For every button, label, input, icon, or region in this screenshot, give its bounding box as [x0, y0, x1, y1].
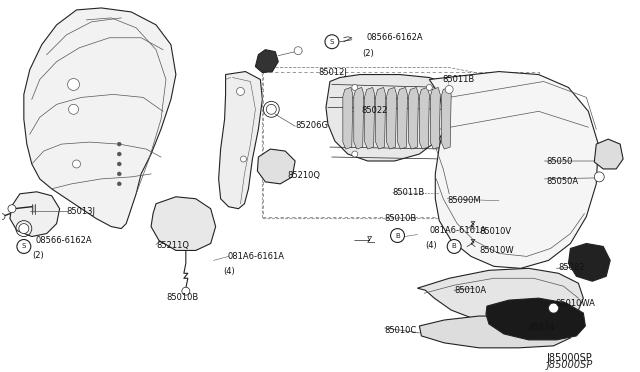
Polygon shape [24, 8, 176, 228]
Text: (2): (2) [363, 49, 374, 58]
Polygon shape [419, 87, 429, 149]
Polygon shape [219, 71, 262, 209]
Polygon shape [417, 268, 584, 325]
Text: 08566-6162A: 08566-6162A [367, 33, 423, 42]
Polygon shape [257, 149, 295, 184]
Circle shape [182, 287, 190, 295]
Polygon shape [595, 139, 623, 169]
Text: (4): (4) [426, 241, 437, 250]
Polygon shape [419, 316, 573, 348]
Polygon shape [486, 298, 586, 340]
Circle shape [68, 105, 79, 114]
Circle shape [447, 240, 461, 253]
Text: 85011B: 85011B [442, 74, 474, 84]
Circle shape [294, 47, 302, 55]
Polygon shape [151, 197, 216, 250]
Polygon shape [429, 71, 598, 268]
Polygon shape [376, 87, 385, 149]
Circle shape [548, 303, 559, 313]
Circle shape [117, 162, 121, 166]
Text: 85010B: 85010B [385, 214, 417, 223]
Circle shape [352, 151, 358, 157]
Circle shape [445, 86, 453, 93]
Text: 85834: 85834 [529, 323, 556, 332]
Text: 85010WA: 85010WA [556, 299, 595, 308]
Circle shape [352, 84, 358, 90]
Text: 08566-6162A: 08566-6162A [36, 236, 92, 245]
Text: 85082: 85082 [559, 263, 585, 272]
Text: 85211Q: 85211Q [156, 241, 189, 250]
Text: 85012J: 85012J [318, 68, 347, 77]
Polygon shape [343, 87, 353, 149]
Circle shape [117, 142, 121, 146]
Text: S: S [330, 39, 334, 45]
Circle shape [237, 87, 244, 95]
Polygon shape [568, 244, 610, 281]
Text: 85206G: 85206G [295, 121, 328, 130]
Text: 081A6-6161A: 081A6-6161A [228, 252, 285, 261]
Text: 85010W: 85010W [479, 247, 514, 256]
Polygon shape [430, 87, 440, 149]
Circle shape [266, 105, 276, 114]
Text: B: B [395, 232, 400, 238]
Circle shape [117, 152, 121, 156]
Text: 85050A: 85050A [547, 177, 579, 186]
Text: S: S [22, 243, 26, 250]
Circle shape [19, 224, 29, 234]
Polygon shape [365, 87, 374, 149]
Text: 85011B: 85011B [392, 188, 425, 197]
Polygon shape [387, 87, 397, 149]
Polygon shape [326, 74, 454, 161]
Circle shape [8, 205, 16, 213]
Circle shape [325, 35, 339, 49]
Text: 081A6-6161A: 081A6-6161A [429, 226, 486, 235]
Circle shape [0, 214, 5, 219]
Circle shape [17, 240, 31, 253]
Text: 85010V: 85010V [479, 227, 511, 235]
Circle shape [72, 160, 81, 168]
Polygon shape [408, 87, 419, 149]
Text: 85090M: 85090M [447, 196, 481, 205]
Circle shape [117, 172, 121, 176]
Circle shape [595, 172, 604, 182]
Text: J85000SP: J85000SP [547, 360, 593, 370]
Polygon shape [10, 192, 60, 237]
Text: 85010B: 85010B [166, 293, 198, 302]
Text: 85010A: 85010A [454, 286, 486, 295]
Text: 85050: 85050 [547, 157, 573, 166]
Text: (4): (4) [223, 267, 236, 276]
Polygon shape [354, 87, 364, 149]
Circle shape [68, 78, 79, 90]
Text: 85010C: 85010C [385, 326, 417, 335]
Polygon shape [397, 87, 408, 149]
Polygon shape [441, 87, 451, 149]
Text: 85022: 85022 [362, 106, 388, 115]
Text: B: B [452, 243, 456, 250]
Text: 85210Q: 85210Q [287, 171, 320, 180]
Circle shape [117, 182, 121, 186]
Polygon shape [255, 50, 278, 73]
Circle shape [426, 84, 432, 90]
Circle shape [390, 228, 404, 243]
Circle shape [241, 156, 246, 162]
Text: (2): (2) [32, 251, 44, 260]
Text: 85013J: 85013J [67, 207, 95, 216]
Text: J85000SP: J85000SP [547, 353, 593, 363]
